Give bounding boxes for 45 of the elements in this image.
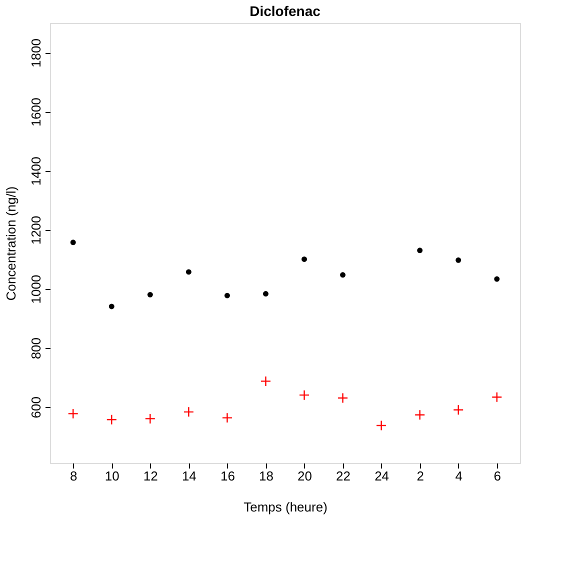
y-tick-label: 1200 [28, 216, 44, 245]
point [298, 390, 310, 400]
point [222, 412, 233, 424]
point [453, 404, 464, 416]
point [494, 276, 500, 282]
point [260, 376, 272, 387]
point [147, 292, 153, 298]
x-tick-label: 18 [259, 468, 274, 484]
point [108, 304, 114, 310]
point [224, 292, 230, 298]
x-tick-label: 8 [70, 468, 78, 484]
y-tick-label: 800 [28, 337, 44, 360]
point [68, 408, 78, 420]
y-axis-title: Concentration (ng/l) [4, 186, 18, 301]
x-tick-label: 20 [298, 468, 312, 484]
x-axis-title: Temps (heure) [244, 500, 328, 514]
x-tick-label: 16 [220, 468, 235, 484]
point [340, 272, 346, 278]
point [186, 269, 192, 275]
y-tick-label: 1000 [28, 274, 44, 304]
x-tick-label: 4 [455, 468, 462, 484]
y-tick-label: 1800 [28, 38, 44, 68]
point [183, 406, 194, 418]
x-tick-label: 6 [494, 468, 501, 484]
point [106, 414, 117, 425]
point [376, 420, 387, 431]
y-tick-label: 1400 [28, 156, 44, 186]
x-tick-label: 22 [336, 468, 351, 484]
y-tick-label: 1600 [28, 98, 44, 127]
point [263, 291, 268, 297]
point [414, 410, 426, 420]
point [456, 257, 462, 263]
x-tick-label: 12 [143, 468, 158, 484]
point [417, 248, 423, 254]
y-tick-label: 600 [28, 396, 44, 418]
point [302, 256, 307, 262]
point [144, 413, 156, 424]
x-tick-label: 10 [104, 468, 120, 484]
x-tick-label: 2 [416, 468, 424, 484]
point [337, 392, 348, 404]
x-tick-label: 14 [182, 468, 196, 484]
x-tick-label: 24 [374, 468, 390, 484]
point [492, 392, 502, 402]
point [70, 240, 76, 246]
chart-title: Diclofenac [250, 3, 321, 19]
